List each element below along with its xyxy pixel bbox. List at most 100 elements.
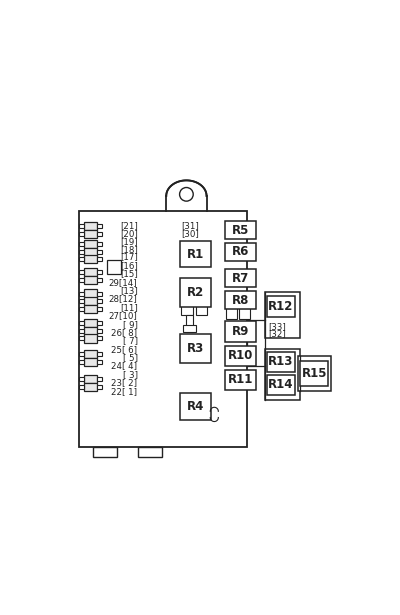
Text: R14: R14 xyxy=(268,378,294,391)
Text: R1: R1 xyxy=(187,247,204,261)
Text: R11: R11 xyxy=(228,373,253,386)
Bar xyxy=(79,385,84,389)
Bar xyxy=(79,250,84,254)
Bar xyxy=(183,325,196,332)
Bar xyxy=(84,268,97,276)
Text: [20]: [20] xyxy=(121,229,138,238)
Bar xyxy=(79,292,84,296)
Bar xyxy=(79,336,84,341)
Bar xyxy=(79,328,84,333)
Text: [ 7]: [ 7] xyxy=(123,336,138,346)
Polygon shape xyxy=(166,180,206,196)
Bar xyxy=(97,232,102,236)
Text: [ 3]: [ 3] xyxy=(123,370,138,379)
Text: [33]: [33] xyxy=(268,322,286,331)
Text: [11]: [11] xyxy=(121,303,138,312)
Text: 25[ 6]: 25[ 6] xyxy=(111,345,137,354)
Bar xyxy=(225,291,256,309)
Bar xyxy=(84,255,97,263)
Text: [21]: [21] xyxy=(121,221,138,231)
Bar xyxy=(97,270,102,274)
Bar xyxy=(97,360,102,363)
Bar xyxy=(79,242,84,246)
Text: [ 9]: [ 9] xyxy=(124,320,138,328)
Bar xyxy=(94,447,117,457)
Bar xyxy=(267,375,295,395)
Bar xyxy=(84,383,97,391)
Text: [ 5]: [ 5] xyxy=(123,353,138,362)
Text: [16]: [16] xyxy=(121,261,138,270)
Text: R13: R13 xyxy=(268,355,294,368)
Bar xyxy=(84,240,97,248)
Text: [31]: [31] xyxy=(181,221,198,231)
Bar xyxy=(80,212,247,447)
Bar xyxy=(97,250,102,254)
Bar xyxy=(300,361,328,386)
Bar xyxy=(225,243,256,261)
Bar xyxy=(84,327,97,335)
Text: R2: R2 xyxy=(187,286,204,300)
Text: R4: R4 xyxy=(187,400,204,413)
Bar xyxy=(180,278,211,308)
Text: 28[12]: 28[12] xyxy=(108,295,137,304)
Bar xyxy=(84,290,97,298)
Text: [32]: [32] xyxy=(268,328,286,338)
Bar xyxy=(267,352,295,372)
Bar xyxy=(84,222,97,230)
Bar xyxy=(97,328,102,333)
Bar xyxy=(79,360,84,363)
Text: R5: R5 xyxy=(232,224,249,237)
Bar xyxy=(225,370,256,390)
Bar xyxy=(180,241,211,267)
Text: R9: R9 xyxy=(232,325,249,338)
Bar xyxy=(79,232,84,236)
Text: R7: R7 xyxy=(232,272,249,285)
Text: 27[10]: 27[10] xyxy=(108,311,137,320)
Bar xyxy=(226,308,237,319)
Bar xyxy=(239,308,250,319)
Bar xyxy=(97,300,102,303)
Text: [15]: [15] xyxy=(121,269,138,279)
Bar xyxy=(84,350,97,358)
Bar xyxy=(79,277,84,282)
Bar xyxy=(138,447,162,457)
Text: 29[14]: 29[14] xyxy=(108,278,137,287)
Text: 24[ 4]: 24[ 4] xyxy=(111,362,137,371)
Text: [17]: [17] xyxy=(121,252,138,261)
Bar xyxy=(181,303,193,315)
Bar xyxy=(97,277,102,282)
Bar xyxy=(84,375,97,383)
Text: R8: R8 xyxy=(232,293,249,306)
Text: R12: R12 xyxy=(268,300,294,314)
Bar xyxy=(298,356,331,391)
Bar xyxy=(267,296,295,317)
Bar xyxy=(84,248,97,256)
Bar xyxy=(79,270,84,274)
Text: 22[ 1]: 22[ 1] xyxy=(111,387,137,395)
Text: R6: R6 xyxy=(232,245,249,258)
Text: R10: R10 xyxy=(228,349,253,362)
Bar xyxy=(97,352,102,356)
Bar xyxy=(97,307,102,311)
Text: 26[ 8]: 26[ 8] xyxy=(111,328,137,337)
Circle shape xyxy=(180,188,193,201)
Text: [19]: [19] xyxy=(121,237,138,246)
Bar xyxy=(97,224,102,228)
Bar xyxy=(79,300,84,303)
Bar xyxy=(196,303,208,315)
Text: [18]: [18] xyxy=(121,245,138,254)
Bar xyxy=(225,322,256,341)
Bar xyxy=(97,378,102,381)
Bar xyxy=(107,260,121,274)
Bar xyxy=(180,394,211,419)
Text: [13]: [13] xyxy=(121,286,138,295)
Bar xyxy=(97,258,102,261)
Bar xyxy=(186,315,193,332)
Text: [30]: [30] xyxy=(181,229,198,238)
Bar xyxy=(84,305,97,313)
Bar xyxy=(84,297,97,305)
Bar xyxy=(84,229,97,238)
Bar xyxy=(264,349,300,400)
Bar xyxy=(225,269,256,287)
Text: R15: R15 xyxy=(302,367,327,379)
